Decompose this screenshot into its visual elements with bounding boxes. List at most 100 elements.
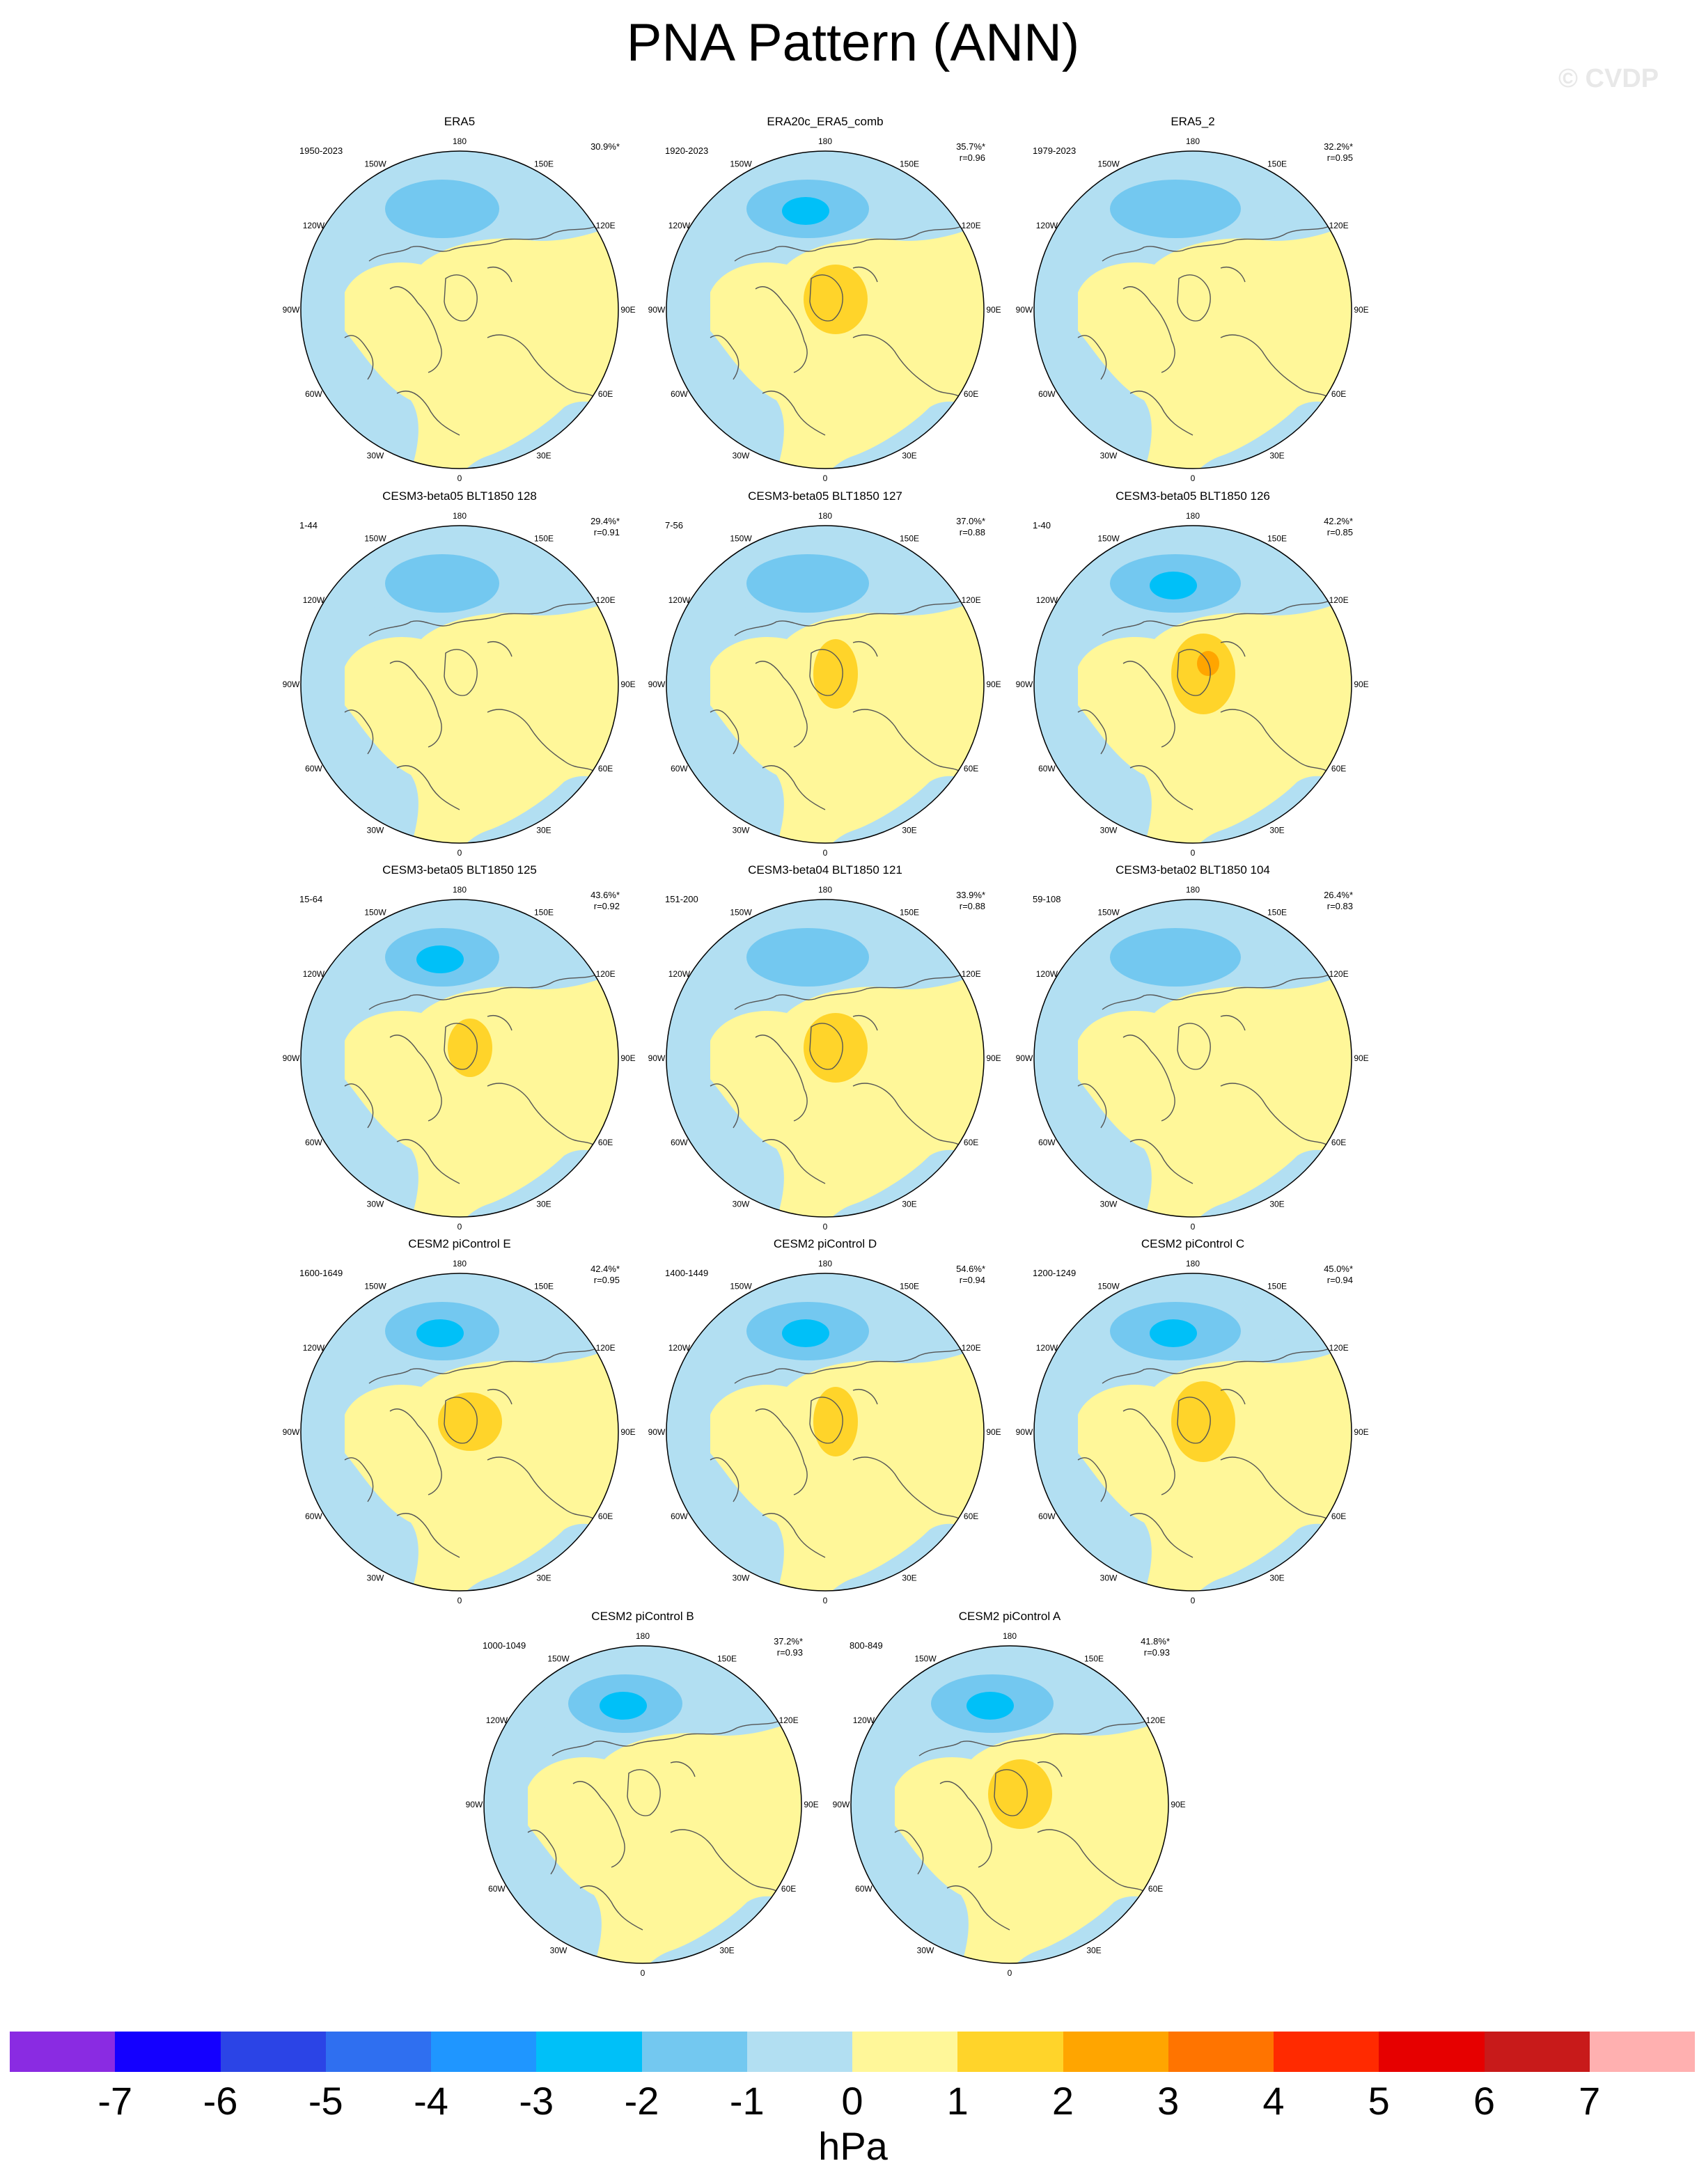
coastline — [1129, 1139, 1194, 1184]
polar-high-contour — [813, 639, 858, 709]
coastline — [368, 222, 603, 262]
polar-map: 180 150E 120E 90E 60E 30E 0 30W 60W 90W 120W 150W — [648, 136, 1001, 483]
map-boundary — [1033, 525, 1352, 844]
variance-explained: 29.4%* — [590, 516, 620, 526]
longitude-label: 30E — [1269, 1200, 1284, 1209]
map-boundary — [483, 1645, 802, 1964]
panel-stats: 45.0%* r=0.94 — [1324, 1264, 1353, 1286]
polar-high-contour — [813, 1387, 858, 1456]
longitude-label: 60W — [305, 1511, 322, 1521]
longitude-label: 30W — [733, 451, 750, 461]
aleutian-low-contour — [385, 180, 499, 238]
coastline — [918, 1717, 1153, 1757]
coastline — [1122, 286, 1175, 373]
longitude-label: 60E — [964, 1511, 978, 1521]
longitude-label: 60W — [671, 764, 688, 773]
longitude-label: 150W — [914, 1653, 937, 1663]
coastline — [389, 286, 442, 373]
longitude-label: 90W — [466, 1800, 483, 1809]
longitude-label: 150W — [364, 1281, 386, 1291]
map-panels-grid: 180 150E 120E 90E 60E 30E 0 30W 60W 90W 120W 150W ER… — [283, 115, 1374, 1978]
colorbar-segment — [1379, 2032, 1485, 2072]
coastline — [1220, 1015, 1246, 1031]
polar-high-contour — [804, 265, 868, 334]
variance-explained: 42.4%* — [590, 1264, 620, 1274]
positive-anomaly-region — [1078, 968, 1352, 1217]
map-panel: 180 150E 120E 90E 60E 30E 0 30W 60W 90W 120W 150W CE… — [644, 489, 1006, 858]
longitude-label: 120W — [303, 1343, 325, 1353]
longitude-label: 30W — [550, 1946, 568, 1956]
aleutian-low-contour — [746, 554, 869, 613]
longitude-label: 60W — [1038, 1511, 1056, 1521]
polar-high-contour — [448, 1019, 492, 1077]
positive-anomaly-region — [1078, 594, 1352, 843]
positive-anomaly-region — [710, 594, 984, 843]
panel-years: 1600-1649 — [299, 1268, 343, 1278]
colorbar-segment — [957, 2032, 1063, 2072]
longitude-label: 120W — [1036, 221, 1058, 230]
panel-years: 59-108 — [1033, 894, 1061, 904]
longitude-label: 60W — [671, 1138, 688, 1147]
longitude-label: 90E — [620, 1053, 635, 1063]
longitude-label: 30W — [1100, 1573, 1118, 1583]
longitude-label: 150W — [1097, 159, 1120, 168]
coastline — [1220, 1389, 1246, 1405]
colorbar-tick: 7 — [1579, 2079, 1601, 2123]
pattern-correlation: r=0.94 — [959, 1275, 985, 1285]
panel-title: CESM2 piControl D — [773, 1237, 877, 1250]
longitude-label: 180 — [818, 511, 832, 521]
coastline — [1177, 1397, 1211, 1444]
coastline — [670, 1761, 696, 1777]
panel-years: 1979-2023 — [1033, 146, 1077, 156]
coastline — [762, 391, 826, 436]
coastline — [396, 1513, 460, 1558]
colorbar-tick: 6 — [1473, 2079, 1496, 2123]
longitude-label: 120W — [303, 221, 325, 230]
variance-explained: 41.8%* — [1141, 1636, 1170, 1647]
coastline — [487, 1083, 600, 1149]
page-title: PNA Pattern (ANN) — [626, 13, 1080, 72]
longitude-label: 0 — [1191, 473, 1196, 483]
longitude-label: 60W — [1038, 1138, 1056, 1147]
coastline — [762, 1139, 826, 1184]
positive-anomaly-region — [345, 1342, 618, 1591]
panel-title: CESM3-beta05 BLT1850 127 — [748, 489, 902, 503]
coastline — [1220, 709, 1333, 776]
polar-map: 180 150E 120E 90E 60E 30E 0 30W 60W 90W 120W 150W — [1016, 136, 1369, 483]
panel-years: 1-44 — [299, 520, 318, 531]
map-panel: 180 150E 120E 90E 60E 30E 0 30W 60W 90W 120W 150W CE… — [1012, 863, 1374, 1232]
longitude-label: 120W — [1036, 595, 1058, 605]
longitude-label: 120W — [668, 221, 691, 230]
longitude-label: 30E — [536, 1200, 551, 1209]
panel-years: 1950-2023 — [299, 146, 343, 156]
panel-title: CESM3-beta02 BLT1850 104 — [1116, 863, 1270, 877]
longitude-label: 90E — [986, 1053, 1001, 1063]
longitude-label: 120W — [1036, 1343, 1058, 1353]
longitude-label: 90E — [986, 1427, 1001, 1437]
coastline — [670, 1829, 783, 1896]
pattern-correlation: r=0.91 — [593, 527, 620, 537]
longitude-label: 150E — [1267, 533, 1287, 543]
colorbar-segment — [1274, 2032, 1379, 2072]
longitude-label: 120E — [962, 221, 981, 230]
pattern-correlation: r=0.93 — [776, 1647, 803, 1658]
coastline — [852, 334, 965, 401]
panel-title: CESM2 piControl A — [958, 1610, 1061, 1623]
longitude-label: 30W — [1100, 1200, 1118, 1209]
longitude-label: 0 — [823, 473, 828, 483]
longitude-label: 30W — [733, 826, 750, 835]
polar-map: 180 150E 120E 90E 60E 30E 0 30W 60W 90W 120W 150W — [648, 511, 1001, 858]
coastline — [487, 709, 600, 776]
coastline — [551, 1717, 786, 1757]
panel-title: CESM2 piControl B — [591, 1610, 694, 1623]
polar-map: 180 150E 120E 90E 60E 30E 0 30W 60W 90W 120W 150W — [833, 1631, 1186, 1978]
longitude-label: 90W — [1016, 679, 1033, 689]
coastline — [710, 335, 739, 380]
longitude-label: 90W — [283, 679, 300, 689]
map-boundary — [666, 525, 985, 844]
coastline — [344, 335, 374, 380]
pattern-correlation: r=0.88 — [959, 901, 985, 911]
longitude-label: 120E — [779, 1715, 799, 1725]
longitude-label: 90W — [648, 679, 666, 689]
aleutian-low-core — [416, 1319, 464, 1347]
